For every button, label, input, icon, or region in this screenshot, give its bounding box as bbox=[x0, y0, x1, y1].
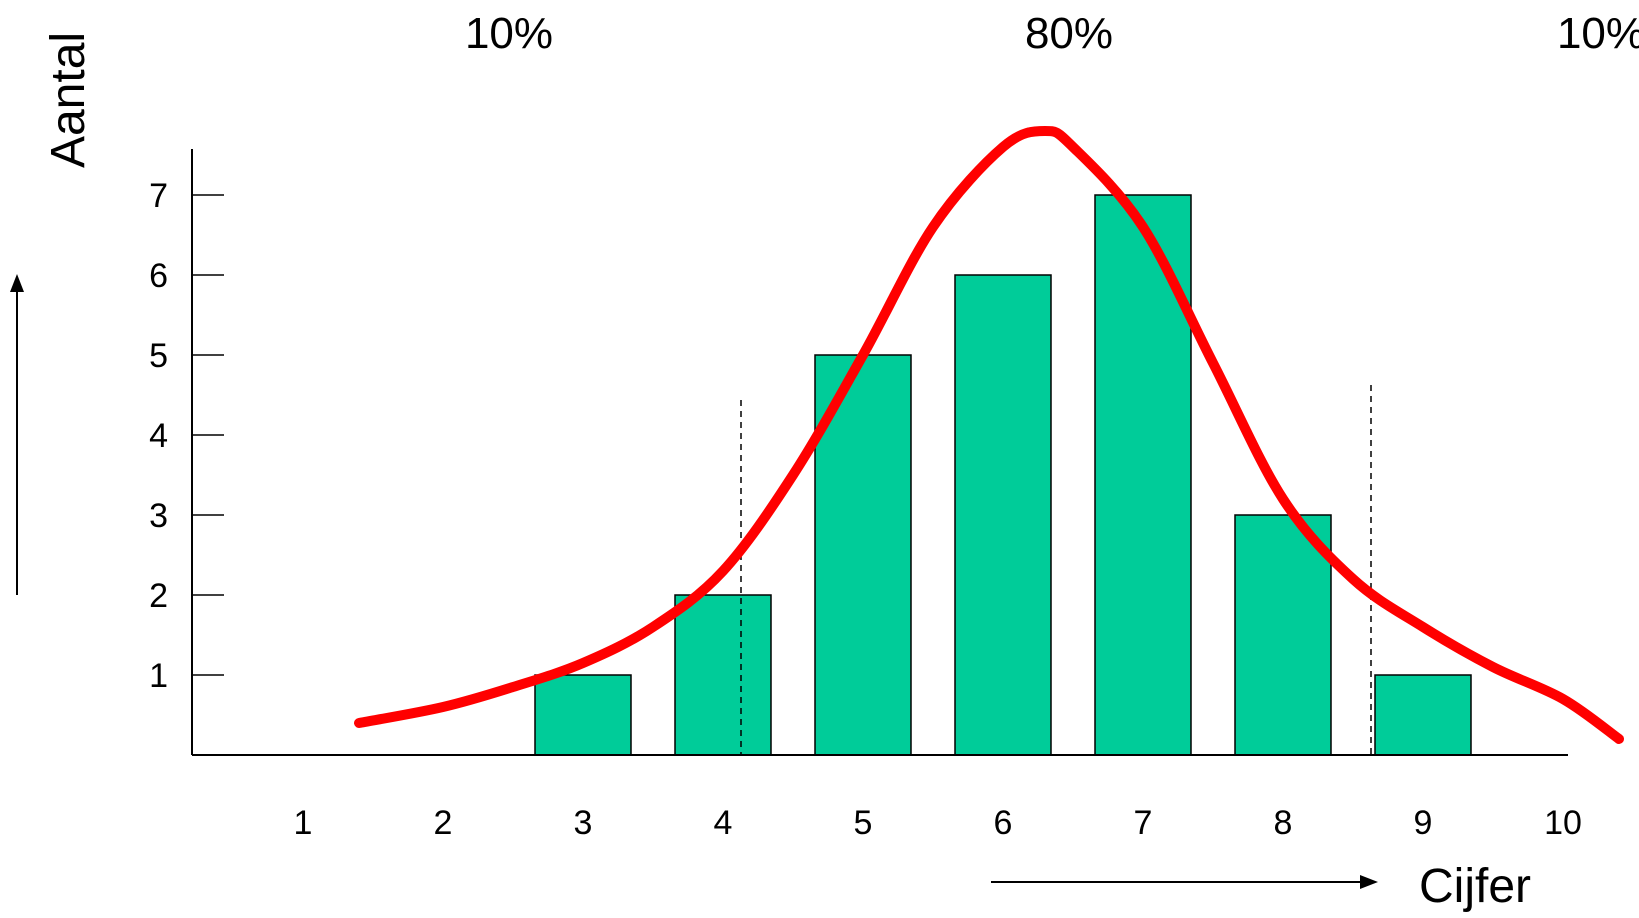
y-tick-label: 3 bbox=[149, 497, 168, 535]
percentage-labels: 10% 80% 10% bbox=[465, 9, 1639, 58]
dividers bbox=[740, 385, 1372, 755]
x-tick-label: 2 bbox=[434, 804, 453, 842]
bar bbox=[1234, 514, 1332, 756]
x-ticks: 1 2 3 4 5 6 7 8 9 10 bbox=[294, 804, 1582, 842]
axes bbox=[191, 149, 1568, 756]
y-tick-label: 1 bbox=[149, 657, 168, 695]
x-tick-label: 6 bbox=[994, 804, 1013, 842]
y-axis-label: Aantal bbox=[42, 32, 95, 168]
x-tick-label: 9 bbox=[1414, 804, 1433, 842]
y-ticks: 1 2 3 4 5 6 7 bbox=[149, 177, 224, 695]
y-tick-label: 2 bbox=[149, 577, 168, 615]
x-direction-arrow bbox=[991, 875, 1378, 889]
x-axis-label: Cijfer bbox=[1419, 860, 1531, 913]
y-tick-label: 7 bbox=[149, 177, 168, 215]
bar bbox=[534, 674, 632, 756]
bars bbox=[534, 194, 1472, 756]
bar bbox=[954, 274, 1052, 756]
x-tick-label: 8 bbox=[1274, 804, 1293, 842]
x-tick-label: 3 bbox=[574, 804, 593, 842]
x-tick-label: 7 bbox=[1134, 804, 1153, 842]
x-tick-label: 5 bbox=[854, 804, 873, 842]
bar bbox=[674, 594, 772, 756]
y-direction-arrow bbox=[10, 274, 24, 595]
x-tick-label: 10 bbox=[1544, 804, 1582, 842]
x-tick-label: 4 bbox=[714, 804, 733, 842]
distribution-curve bbox=[354, 126, 1624, 744]
y-tick-label: 5 bbox=[149, 337, 168, 375]
y-tick-label: 4 bbox=[149, 417, 168, 455]
y-tick-label: 6 bbox=[149, 257, 168, 295]
percentage-label: 80% bbox=[1025, 9, 1113, 58]
bar bbox=[1374, 674, 1472, 756]
x-tick-label: 1 bbox=[294, 804, 313, 842]
percentage-label: 10% bbox=[1557, 9, 1639, 58]
percentage-label: 10% bbox=[465, 9, 553, 58]
